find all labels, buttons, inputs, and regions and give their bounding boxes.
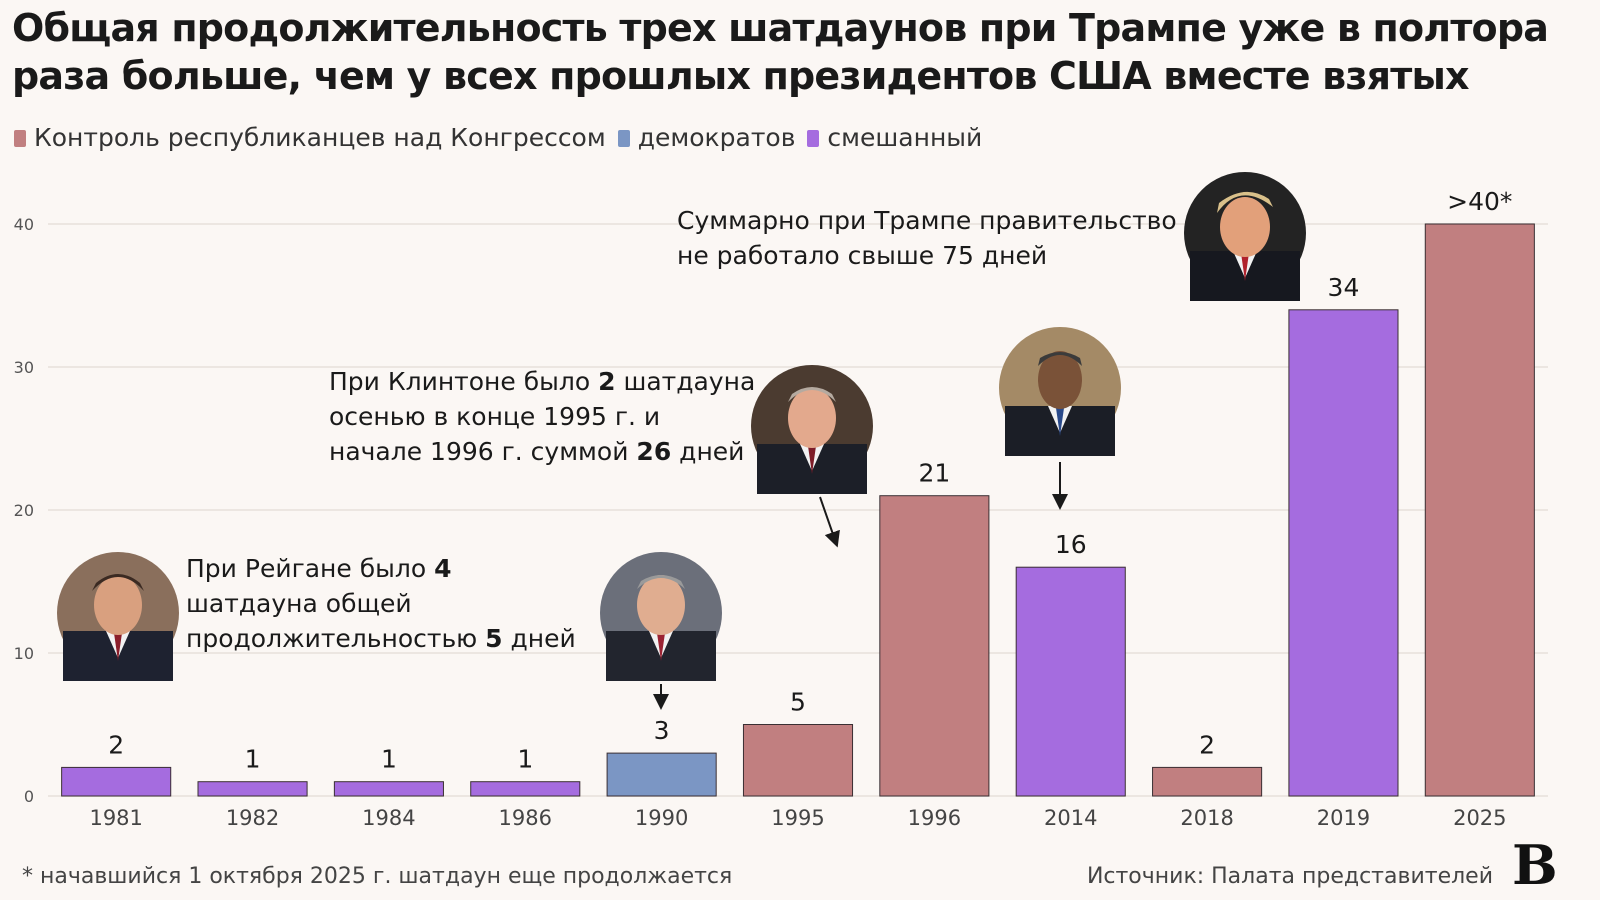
bar-1982 [197,781,308,797]
footnote: * начавшийся 1 октября 2025 г. шатдаун е… [22,864,733,889]
portrait-trump [1184,172,1306,301]
legend-swatch-rep [14,129,26,147]
data-label-2018: 2 [1199,730,1215,759]
annotation-clinton-days: 26 [636,437,672,466]
data-label-1995: 5 [790,688,806,717]
arrow-clinton [819,496,840,548]
bar-1995 [742,724,854,797]
annotation-reagan-post: дней [502,624,576,653]
y-tick-label: 10 [14,644,34,663]
bar-2025 [1424,223,1535,797]
legend-item-mixed: смешанный [807,122,982,154]
annotation-reagan-count: 4 [434,554,452,583]
annotation-clinton: При Клинтоне было 2 шатдауна осенью в ко… [329,364,759,469]
x-tick-label-1995: 1995 [771,806,824,830]
annotation-reagan: При Рейгане было 4 шатдауна общей продол… [186,551,586,656]
bar-2018 [1152,766,1263,797]
y-tick-label: 30 [14,358,34,377]
bar-1981 [61,766,172,797]
data-label-1981: 2 [108,730,124,759]
annotation-reagan-mid: шатдауна общей продолжительностью [186,589,486,653]
bar-1984 [333,781,444,797]
bar-1986 [470,781,581,797]
source: Источник: Палата представителей [1086,864,1493,889]
x-tick-label-2025: 2025 [1453,806,1506,830]
portrait-obama [999,327,1121,456]
data-label-1982: 1 [245,745,261,774]
x-tick-label-2019: 2019 [1317,806,1370,830]
annotation-reagan-pre: При Рейгане было [186,554,435,583]
portrait-bush [600,552,722,681]
data-label-2025: >40* [1447,187,1512,216]
legend-item-rep: Контроль республиканцев над Конгрессом [14,122,606,154]
annotation-clinton-pre: При Клинтоне было [329,367,599,396]
portrait-clinton [751,365,873,494]
x-tick-label-1996: 1996 [908,806,961,830]
publisher-logo: В [1512,833,1558,897]
legend-label-dem: демократов [637,123,796,152]
x-tick-label-1982: 1982 [226,806,279,830]
x-tick-label-1984: 1984 [362,806,415,830]
chart-title: Общая продолжительность трех шатдаунов п… [12,6,1549,98]
data-label-1996: 21 [918,459,950,488]
legend-swatch-mixed [807,129,820,147]
x-tick-label-1986: 1986 [499,806,552,830]
data-label-1986: 1 [517,745,533,774]
legend-swatch-dem [617,129,630,147]
annotation-reagan-days: 5 [485,624,503,653]
data-label-1990: 3 [654,716,670,745]
bar-2014 [1015,566,1126,797]
x-tick-label-1981: 1981 [89,806,142,830]
legend-item-dem: демократов [617,122,796,154]
x-tick-label-2018: 2018 [1180,806,1233,830]
annotation-clinton-count: 2 [598,367,616,396]
annotation-clinton-post: дней [671,437,745,466]
bar-2019 [1288,309,1399,797]
annotation-clinton-mid: шатдауна осенью в конце 1995 г. и начале… [329,367,756,466]
x-tick-label-2014: 2014 [1044,806,1097,830]
legend: Контроль республиканцев над Конгрессом д… [14,122,994,154]
data-label-2014: 16 [1055,530,1087,559]
x-tick-label-1990: 1990 [635,806,688,830]
y-tick-label: 40 [14,215,34,234]
annotation-trump: Суммарно при Трампе правительство не раб… [677,206,1177,270]
portrait-reagan [57,552,179,681]
data-label-2019: 34 [1328,273,1360,302]
bar-1996 [879,495,990,797]
bar-1990 [606,752,717,797]
y-tick-label: 0 [24,787,34,806]
legend-label-rep: Контроль республиканцев над Конгрессом [34,123,606,152]
legend-label-mixed: смешанный [827,123,983,152]
y-tick-label: 20 [14,501,34,520]
data-label-1984: 1 [381,745,397,774]
